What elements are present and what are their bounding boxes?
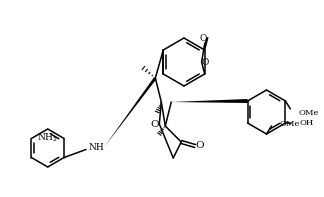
Text: NH: NH — [88, 143, 104, 152]
Text: OMe: OMe — [298, 109, 319, 117]
Polygon shape — [171, 99, 248, 103]
Text: O: O — [196, 141, 204, 151]
Text: OH: OH — [299, 119, 314, 127]
Text: O: O — [200, 33, 207, 43]
Polygon shape — [104, 77, 156, 148]
Text: OMe: OMe — [279, 120, 300, 128]
Text: NH$_2$: NH$_2$ — [37, 132, 58, 144]
Text: O: O — [202, 58, 209, 67]
Text: O: O — [150, 120, 159, 128]
